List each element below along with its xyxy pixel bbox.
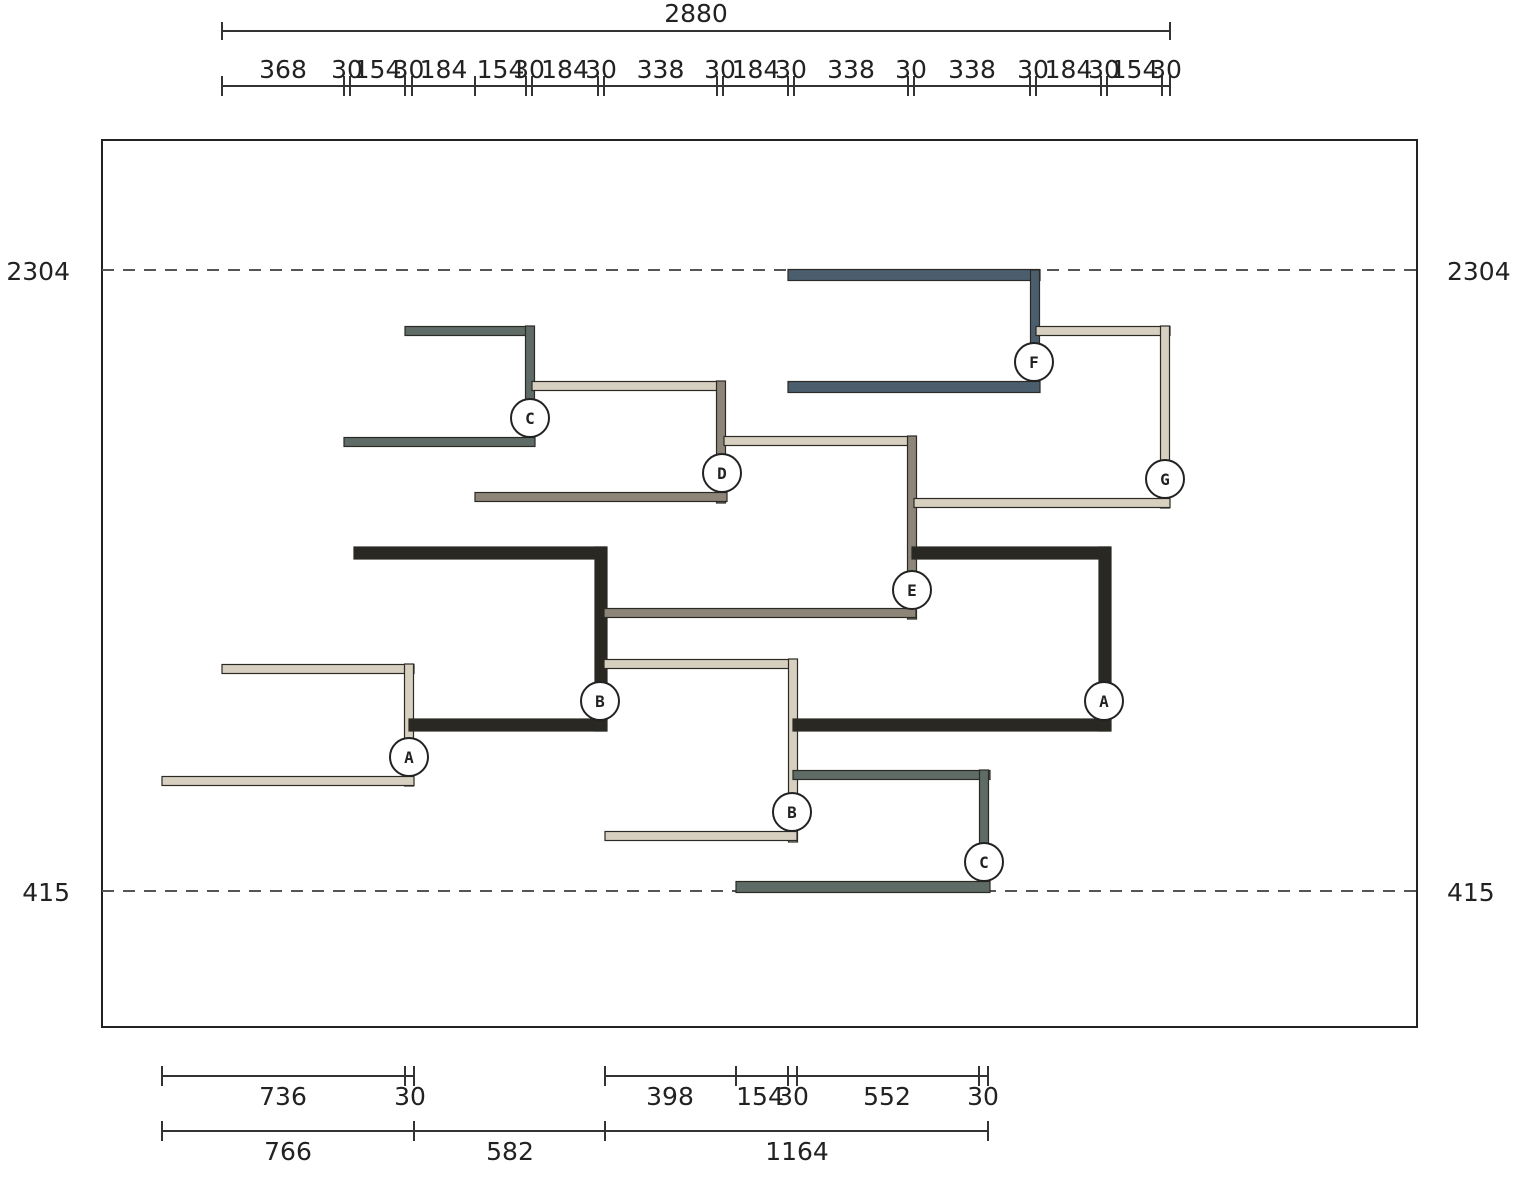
top-dimension-chain — [221, 22, 1171, 96]
top-segment-label: 154 — [1111, 55, 1159, 84]
horizontal-bar — [353, 546, 607, 560]
horizontal-bar — [221, 663, 415, 675]
top-segment-label: 184 — [1045, 55, 1093, 84]
node-label: A — [1099, 692, 1109, 711]
bottom-total-label: 1164 — [765, 1137, 829, 1166]
node-label: C — [525, 409, 535, 428]
top-segment-label: 30 — [513, 55, 545, 84]
horizontal-bar — [1035, 325, 1171, 337]
node-circle — [964, 842, 1004, 882]
horizontal-bar — [913, 497, 1171, 509]
bottom-dimension-chain — [161, 1066, 989, 1141]
node-label: C — [979, 853, 989, 872]
node-f: F — [1014, 342, 1054, 382]
bottom-segment-label: 154 — [736, 1082, 784, 1111]
horizontal-bar — [474, 491, 728, 503]
node-label: E — [907, 581, 917, 600]
node-b: B — [580, 681, 620, 721]
node-label: B — [595, 692, 605, 711]
horizontal-bar — [792, 718, 1111, 732]
node-label: B — [787, 803, 797, 822]
top-segment-label: 30 — [393, 55, 425, 84]
node-label: F — [1029, 353, 1039, 372]
horizontal-bar — [911, 546, 1111, 560]
horizontal-bar — [723, 435, 917, 447]
top-segment-label: 338 — [948, 55, 996, 84]
top-segment-label: 338 — [637, 55, 685, 84]
bottom-total-label: 766 — [264, 1137, 312, 1166]
top-segment-label: 368 — [259, 55, 307, 84]
bottom-segment-label: 398 — [646, 1082, 694, 1111]
bottom-segment-label: 552 — [863, 1082, 911, 1111]
lower-level-label-left: 415 — [22, 878, 70, 907]
top-segment-label: 184 — [732, 55, 780, 84]
bracket-bars — [161, 268, 1171, 894]
bottom-segment-label: 30 — [394, 1082, 426, 1111]
top-segment-label: 30 — [331, 55, 363, 84]
node-a: A — [1084, 681, 1124, 721]
diagram-frame — [101, 139, 1418, 1028]
top-segment-label: 30 — [704, 55, 736, 84]
top-segment-label: 30 — [775, 55, 807, 84]
node-label: A — [404, 748, 414, 767]
node-label: G — [1160, 470, 1170, 489]
lower-level-label-right: 415 — [1447, 878, 1495, 907]
node-circle — [1145, 459, 1185, 499]
top-segment-label: 154 — [477, 55, 525, 84]
horizontal-bar — [343, 436, 536, 448]
node-a: A — [389, 737, 429, 777]
top-segment-label: 184 — [541, 55, 589, 84]
bottom-segment-label: 30 — [967, 1082, 999, 1111]
node-b: B — [772, 792, 812, 832]
node-c: C — [964, 842, 1004, 882]
vertical-bar — [906, 435, 918, 620]
node-label: D — [717, 464, 727, 483]
node-circle — [1014, 342, 1054, 382]
node-circle — [1084, 681, 1124, 721]
top-segment-label: 338 — [827, 55, 875, 84]
horizontal-bar — [404, 325, 533, 337]
horizontal-bar — [531, 380, 725, 392]
node-circle — [580, 681, 620, 721]
top-segment-label: 30 — [585, 55, 617, 84]
horizontal-bar — [604, 830, 798, 842]
bottom-segment-label: 736 — [259, 1082, 307, 1111]
node-circle — [772, 792, 812, 832]
top-segment-label: 184 — [420, 55, 468, 84]
top-segment-label: 154 — [354, 55, 402, 84]
node-circle — [702, 453, 742, 493]
horizontal-bar — [787, 268, 1041, 282]
top-segment-label: 30 — [1017, 55, 1049, 84]
node-d: D — [702, 453, 742, 493]
vertical-bar — [787, 658, 799, 843]
node-circle — [389, 737, 429, 777]
horizontal-bar — [735, 880, 991, 894]
overall-width-label: 2880 — [664, 0, 728, 28]
horizontal-bar — [787, 380, 1041, 394]
node-g: G — [1145, 459, 1185, 499]
horizontal-bar — [408, 718, 607, 732]
horizontal-bar — [603, 658, 798, 670]
upper-level-label-left: 2304 — [6, 257, 70, 286]
horizontal-bar — [792, 769, 991, 781]
top-segment-label: 30 — [895, 55, 927, 84]
top-segment-label: 30 — [1150, 55, 1182, 84]
horizontal-bar — [161, 775, 415, 787]
top-segment-label: 30 — [1088, 55, 1120, 84]
node-e: E — [892, 570, 932, 610]
node-circle — [892, 570, 932, 610]
node-circle — [510, 398, 550, 438]
horizontal-bar — [603, 607, 917, 619]
node-c: C — [510, 398, 550, 438]
upper-level-label-right: 2304 — [1447, 257, 1511, 286]
bottom-segment-label: 30 — [777, 1082, 809, 1111]
junction-nodes: C D F G E B A B A C — [389, 342, 1185, 882]
bottom-total-label: 582 — [486, 1137, 534, 1166]
